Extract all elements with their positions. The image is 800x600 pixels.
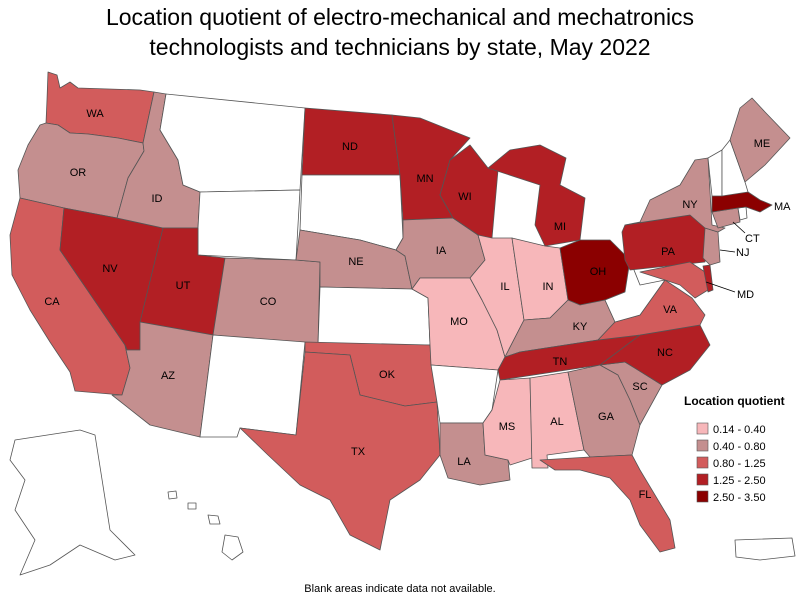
legend-swatch-2 bbox=[696, 439, 709, 452]
state-mi[interactable] bbox=[487, 144, 586, 247]
label-or: OR bbox=[70, 167, 87, 179]
state-ar[interactable] bbox=[430, 364, 499, 424]
legend-label-5: 2.50 - 3.50 bbox=[713, 492, 766, 504]
state-mt[interactable] bbox=[159, 93, 306, 193]
label-co: CO bbox=[260, 296, 277, 308]
label-ne: NE bbox=[348, 256, 363, 268]
state-wv[interactable] bbox=[604, 259, 666, 323]
legend-label-4: 1.25 - 2.50 bbox=[713, 475, 766, 487]
state-labels-layer: WA OR CA NV ID UT AZ CO ND NE OK TX MN I… bbox=[44, 108, 791, 501]
state-md[interactable] bbox=[639, 261, 709, 299]
state-hi-maui[interactable] bbox=[207, 514, 221, 525]
label-pa: PA bbox=[661, 246, 676, 258]
state-ri[interactable] bbox=[737, 206, 748, 221]
label-va: VA bbox=[663, 304, 678, 316]
state-il[interactable] bbox=[469, 234, 525, 358]
state-ak[interactable] bbox=[9, 429, 136, 576]
footnote: Blank areas indicate data not available. bbox=[304, 583, 496, 595]
state-tx[interactable] bbox=[239, 351, 441, 551]
label-la: LA bbox=[457, 456, 471, 468]
legend-swatch-4 bbox=[696, 473, 709, 486]
state-me[interactable] bbox=[729, 97, 791, 183]
label-ms: MS bbox=[499, 421, 516, 433]
label-ny: NY bbox=[682, 199, 698, 211]
label-nc: NC bbox=[657, 347, 673, 359]
state-pr[interactable] bbox=[734, 537, 796, 561]
label-ct: CT bbox=[745, 233, 760, 245]
state-nm[interactable] bbox=[199, 334, 306, 438]
label-ut: UT bbox=[176, 280, 191, 292]
legend-swatch-1 bbox=[696, 422, 709, 435]
state-ks[interactable] bbox=[317, 286, 431, 346]
states-layer bbox=[9, 71, 796, 576]
map-title: Location quotient of electro-mechanical … bbox=[0, 2, 800, 62]
label-nv: NV bbox=[102, 263, 118, 275]
legend-items: 0.14 - 0.40 0.40 - 0.80 0.80 - 1.25 1.25 - … bbox=[696, 422, 766, 504]
state-nh[interactable] bbox=[721, 139, 749, 197]
label-ma: MA bbox=[774, 201, 791, 213]
label-ok: OK bbox=[379, 369, 396, 381]
label-mo: MO bbox=[450, 316, 468, 328]
label-mi: MI bbox=[554, 221, 566, 233]
label-oh: OH bbox=[590, 266, 607, 278]
label-tx: TX bbox=[351, 446, 366, 458]
legend-label-3: 0.80 - 1.25 bbox=[713, 458, 766, 470]
label-me: ME bbox=[754, 138, 771, 150]
label-ia: IA bbox=[436, 245, 447, 257]
label-tn: TN bbox=[553, 356, 568, 368]
label-al: AL bbox=[550, 416, 563, 428]
state-wy[interactable] bbox=[197, 189, 301, 261]
label-wa: WA bbox=[86, 108, 104, 120]
label-md: MD bbox=[737, 289, 754, 301]
label-az: AZ bbox=[161, 370, 175, 382]
state-nj[interactable] bbox=[702, 227, 721, 266]
map-title-line-2: technologists and technicians by state, … bbox=[149, 34, 651, 60]
legend-title: Location quotient bbox=[684, 394, 785, 408]
legend-swatch-5 bbox=[696, 490, 709, 503]
state-co[interactable] bbox=[212, 257, 321, 346]
state-ma[interactable] bbox=[711, 191, 773, 213]
label-fl: FL bbox=[639, 489, 652, 501]
label-ky: KY bbox=[573, 321, 588, 333]
map-title-line-1: Location quotient of electro-mechanical … bbox=[105, 4, 695, 30]
legend-label-1: 0.14 - 0.40 bbox=[713, 424, 766, 436]
legend-label-2: 0.40 - 0.80 bbox=[713, 441, 766, 453]
state-de[interactable] bbox=[702, 264, 714, 293]
legend: Location quotient 0.14 - 0.40 0.40 - 0.80… bbox=[684, 394, 785, 504]
label-ga: GA bbox=[598, 411, 615, 423]
label-id: ID bbox=[152, 193, 163, 205]
label-in: IN bbox=[543, 281, 554, 293]
label-nj: NJ bbox=[736, 247, 749, 259]
state-hi-oahu[interactable] bbox=[187, 502, 197, 510]
state-hi-big-island[interactable] bbox=[221, 534, 244, 561]
label-ca: CA bbox=[44, 296, 60, 308]
label-nd: ND bbox=[342, 141, 358, 153]
label-mn: MN bbox=[416, 173, 433, 185]
label-il: IL bbox=[500, 281, 509, 293]
label-sc: SC bbox=[632, 381, 647, 393]
legend-swatch-3 bbox=[696, 456, 709, 469]
small-state-callouts bbox=[705, 221, 746, 293]
state-fl[interactable] bbox=[539, 454, 676, 553]
label-wi: WI bbox=[458, 191, 471, 203]
state-hi-kauai[interactable] bbox=[167, 490, 178, 500]
